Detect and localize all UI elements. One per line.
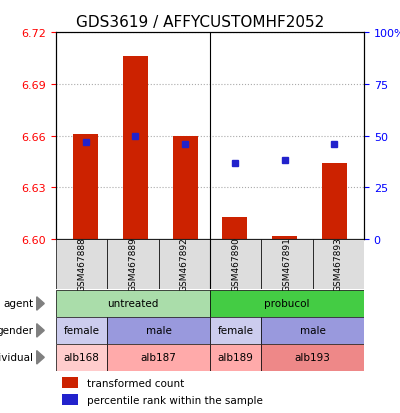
Bar [107,317,210,344]
Bar [73,135,98,240]
Text: GSM467893: GSM467893 [334,237,343,292]
Text: GSM467890: GSM467890 [231,237,240,292]
Bar [322,164,347,240]
Text: individual: individual [0,352,34,363]
Text: agent: agent [3,299,34,309]
Polygon shape [37,351,44,364]
Text: GSM467891: GSM467891 [282,237,292,292]
Text: untreated: untreated [107,299,159,309]
Text: female: female [64,325,100,336]
Text: alb189: alb189 [218,352,254,363]
Bar [56,344,107,371]
Bar [159,240,210,289]
Bar [210,290,364,317]
Bar [56,317,107,344]
Bar [210,344,261,371]
Text: male: male [300,325,326,336]
Bar [56,240,107,289]
Polygon shape [37,324,44,337]
Text: alb187: alb187 [141,352,177,363]
Bar [261,240,313,289]
Bar [173,136,198,240]
Bar [210,317,261,344]
Bar [123,57,148,240]
Text: male: male [146,325,172,336]
Bar [62,394,78,405]
Text: alb168: alb168 [64,352,100,363]
Polygon shape [37,297,44,311]
Text: alb193: alb193 [295,352,331,363]
Bar [313,240,364,289]
Bar [62,377,78,388]
Text: probucol: probucol [264,299,310,309]
Bar [56,290,210,317]
Text: female: female [218,325,254,336]
Bar [107,240,159,289]
Text: GDS3619 / AFFYCUSTOMHF2052: GDS3619 / AFFYCUSTOMHF2052 [76,15,324,30]
Bar [210,240,261,289]
Bar [222,217,247,240]
Text: transformed count: transformed count [87,378,184,388]
Text: GSM467889: GSM467889 [128,237,138,292]
Text: percentile rank within the sample: percentile rank within the sample [87,394,263,405]
Text: GSM467892: GSM467892 [180,237,189,292]
Bar [261,344,364,371]
Bar [261,317,364,344]
Text: GSM467888: GSM467888 [77,237,86,292]
Bar [272,236,297,240]
Text: gender: gender [0,325,34,336]
Bar [107,344,210,371]
